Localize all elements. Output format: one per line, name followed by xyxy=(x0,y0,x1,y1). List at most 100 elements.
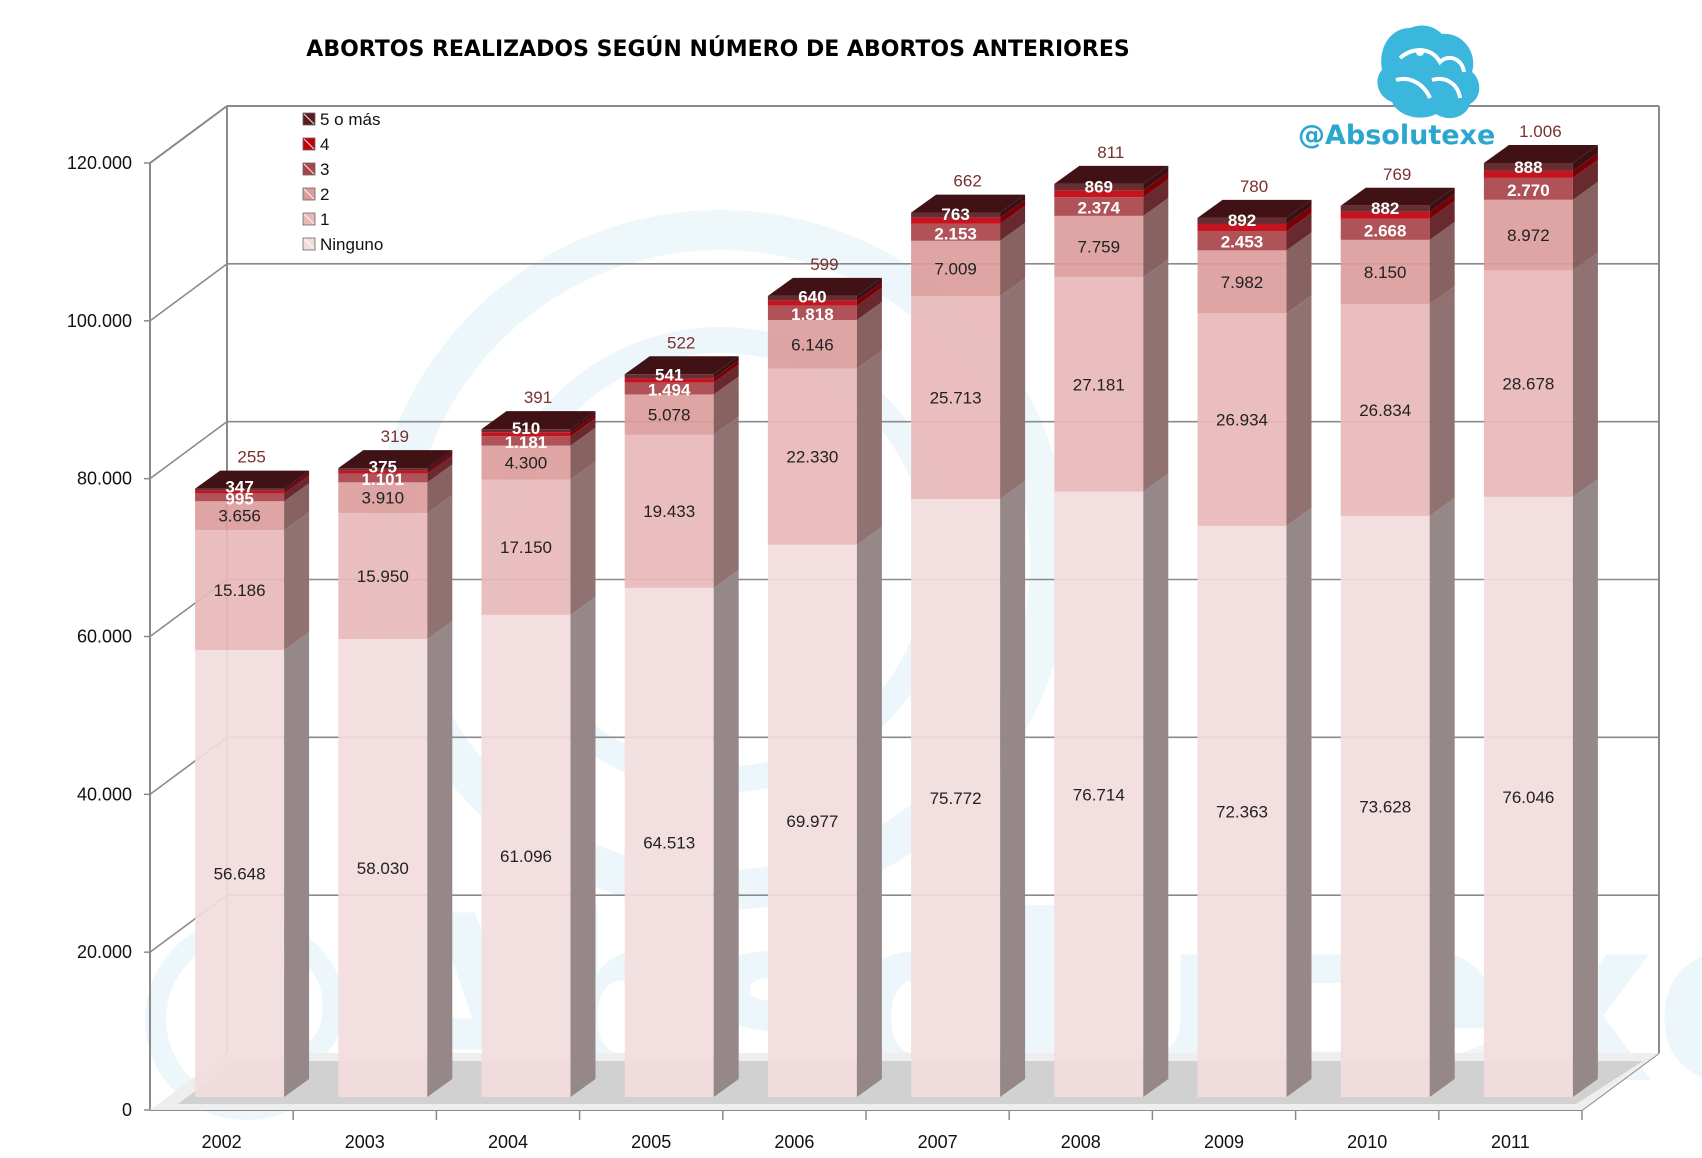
bar-front xyxy=(1340,211,1430,219)
bar-front xyxy=(1054,491,1144,1097)
bar-front xyxy=(1197,250,1287,314)
bar-segment-2002-4 xyxy=(195,472,310,494)
bar-side xyxy=(1143,165,1169,191)
bar-front xyxy=(195,493,285,502)
data-label: 26.834 xyxy=(1359,401,1411,420)
bar-front xyxy=(1483,177,1573,200)
bar-front xyxy=(1054,190,1144,198)
bar-side xyxy=(1286,199,1312,224)
data-label: 763 xyxy=(941,205,969,224)
bar-segment-2002-5-o-más xyxy=(195,470,310,491)
data-label: 7.982 xyxy=(1221,273,1264,292)
bar-side xyxy=(713,569,739,1097)
bar-segment-2010-Ninguno xyxy=(1340,497,1455,1097)
bar-segment-2002-Ninguno xyxy=(195,631,310,1097)
bar-side xyxy=(1429,286,1455,516)
bar-front xyxy=(911,217,1001,224)
data-label: 319 xyxy=(381,427,409,446)
x-tick-label: 2010 xyxy=(1347,1132,1387,1152)
x-tick-label: 2004 xyxy=(488,1132,528,1152)
data-label: 19.433 xyxy=(643,502,695,521)
y-tick-label: 100.000 xyxy=(67,311,132,331)
bar-side xyxy=(713,360,739,383)
bar-front xyxy=(338,470,428,474)
bar-front xyxy=(1054,197,1144,216)
y-tick-label: 120.000 xyxy=(67,153,132,173)
bar-segment-2005-5-o-más xyxy=(624,356,739,379)
legend-entry: 5 o más xyxy=(320,110,380,129)
bar-front xyxy=(481,479,571,615)
bar-segment-2003-2 xyxy=(338,464,453,514)
data-label: 5.078 xyxy=(648,405,691,424)
bar-segment-2011-2 xyxy=(1483,181,1598,271)
watermark-handle: @Absolutexe xyxy=(1298,120,1495,151)
bar-front xyxy=(481,436,571,446)
bar-front xyxy=(338,473,428,483)
x-tick-label: 2009 xyxy=(1204,1132,1244,1152)
bar-front xyxy=(767,320,857,369)
data-label: 811 xyxy=(1097,143,1124,162)
bar-top xyxy=(624,356,739,375)
bar-segment-2005-4 xyxy=(624,360,739,383)
legend-entry: 3 xyxy=(320,160,329,179)
x-tick-label: 2006 xyxy=(774,1132,814,1152)
legend-swatch-mark xyxy=(303,188,315,200)
bar-side xyxy=(1286,295,1312,526)
bar-side xyxy=(1572,252,1598,497)
bar-side xyxy=(570,411,596,433)
gridline-side xyxy=(149,263,228,322)
bar-segment-2010-3 xyxy=(1340,200,1455,240)
data-label: 2.153 xyxy=(934,224,977,243)
data-label: 2.770 xyxy=(1507,181,1550,200)
bar-side xyxy=(1429,200,1455,240)
bar-side xyxy=(1000,194,1026,218)
bar-front xyxy=(624,394,714,435)
bar-front xyxy=(1197,313,1287,526)
bar-segment-2003-1 xyxy=(338,495,453,640)
bar-segment-2004-Ninguno xyxy=(481,596,596,1097)
bar-segment-2009-3 xyxy=(1197,213,1312,251)
bar-front xyxy=(338,482,428,514)
bar-side xyxy=(570,596,596,1097)
bar-side xyxy=(1429,221,1455,305)
x-tick-label: 2011 xyxy=(1491,1132,1530,1152)
bar-front xyxy=(195,649,285,1097)
bar-side xyxy=(427,621,453,1097)
bar-front xyxy=(1340,239,1430,305)
bar-front xyxy=(1340,205,1430,212)
bar-segment-2010-4 xyxy=(1340,193,1455,219)
bar-top xyxy=(1483,144,1598,163)
bar-segment-2006-4 xyxy=(767,282,882,306)
legend: 5 o más 4 3 2 1 Ninguno xyxy=(302,110,383,254)
data-label: 56.648 xyxy=(214,864,266,883)
bar-front xyxy=(195,488,285,491)
bar-front xyxy=(338,513,428,640)
data-label: 25.713 xyxy=(930,389,982,408)
bar-segment-2002-1 xyxy=(195,512,310,650)
bar-front xyxy=(195,530,285,650)
data-label: 892 xyxy=(1228,211,1256,230)
bar-side xyxy=(1143,259,1169,492)
data-label: 27.181 xyxy=(1073,375,1125,394)
bar-side xyxy=(427,464,453,514)
data-label: 375 xyxy=(369,458,397,477)
bar-front xyxy=(195,490,285,494)
x-axis-ticks: 2002 2003 2004 2005 2006 2007 2008 2009 2010 2011 xyxy=(202,1110,1583,1152)
bar-front xyxy=(481,614,571,1097)
bar-front xyxy=(1340,515,1430,1097)
bar-side xyxy=(427,452,453,474)
bar-segment-2007-4 xyxy=(911,199,1026,224)
data-label: 2.374 xyxy=(1078,198,1121,217)
bar-front xyxy=(767,300,857,306)
bar-segment-2009-Ninguno xyxy=(1197,507,1312,1098)
bar-segment-2006-2 xyxy=(767,302,882,369)
data-label: 26.934 xyxy=(1216,411,1268,430)
bar-segment-2003-4 xyxy=(338,452,453,474)
bar-segment-2005-1 xyxy=(624,416,739,588)
bar-front xyxy=(1197,217,1287,224)
data-label: 510 xyxy=(512,419,540,438)
bar-segment-2010-5-o-más xyxy=(1340,187,1455,212)
bar-front xyxy=(624,382,714,395)
legend-swatch-mark xyxy=(303,138,315,150)
